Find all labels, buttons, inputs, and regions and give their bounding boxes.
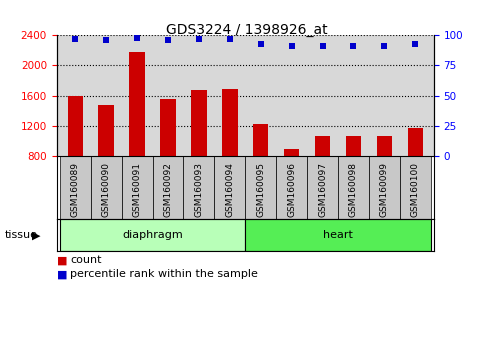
Text: GSM160100: GSM160100: [411, 162, 420, 217]
Bar: [160, 98, 176, 156]
Text: count: count: [70, 255, 102, 265]
Text: GSM160096: GSM160096: [287, 162, 296, 217]
Bar: [99, 104, 114, 156]
Bar: [276, 156, 307, 219]
Bar: [346, 136, 361, 156]
Text: GSM160094: GSM160094: [225, 162, 234, 217]
Bar: [60, 156, 91, 219]
Bar: [214, 156, 245, 219]
Text: GSM160091: GSM160091: [133, 162, 141, 217]
Bar: [400, 156, 431, 219]
Bar: [253, 124, 269, 156]
Text: tissue: tissue: [5, 230, 38, 240]
Text: GSM160097: GSM160097: [318, 162, 327, 217]
Bar: [191, 90, 207, 156]
Text: GDS3224 / 1398926_at: GDS3224 / 1398926_at: [166, 23, 327, 37]
Bar: [152, 156, 183, 219]
Text: heart: heart: [323, 230, 353, 240]
Bar: [60, 219, 246, 251]
Text: GSM160095: GSM160095: [256, 162, 265, 217]
Bar: [369, 156, 400, 219]
Bar: [245, 156, 276, 219]
Bar: [91, 156, 122, 219]
Bar: [338, 156, 369, 219]
Bar: [284, 149, 299, 156]
Bar: [377, 136, 392, 156]
Text: ▶: ▶: [32, 230, 40, 240]
Bar: [68, 96, 83, 156]
Text: ■: ■: [57, 255, 67, 265]
Bar: [122, 156, 152, 219]
Bar: [307, 156, 338, 219]
Bar: [315, 136, 330, 156]
Text: GSM160089: GSM160089: [70, 162, 80, 217]
Bar: [129, 52, 145, 156]
Text: percentile rank within the sample: percentile rank within the sample: [70, 269, 258, 279]
Bar: [408, 127, 423, 156]
Text: ■: ■: [57, 269, 67, 279]
Bar: [245, 219, 431, 251]
Text: GSM160098: GSM160098: [349, 162, 358, 217]
Text: diaphragm: diaphragm: [122, 230, 183, 240]
Text: GSM160090: GSM160090: [102, 162, 110, 217]
Text: GSM160092: GSM160092: [164, 162, 173, 217]
Bar: [183, 156, 214, 219]
Text: GSM160099: GSM160099: [380, 162, 389, 217]
Text: GSM160093: GSM160093: [194, 162, 204, 217]
Bar: [222, 89, 238, 156]
